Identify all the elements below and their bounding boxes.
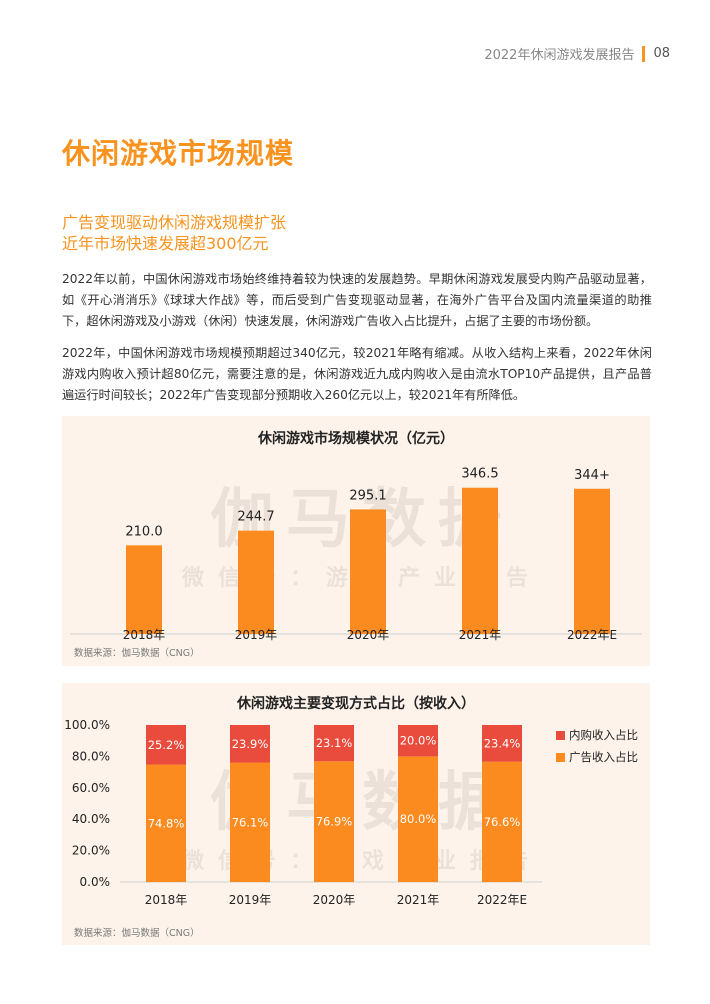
bar-1: [126, 545, 162, 634]
report-title: 2022年休闲游戏发展报告: [484, 48, 635, 63]
ad-share-bar-3: [314, 761, 354, 882]
paragraph-2: 2022年，中国休闲游戏市场规模预期超过340亿元，较2021年略有缩减。从收入…: [62, 346, 652, 402]
bar-value-label: 344+: [574, 468, 610, 483]
ad-share-label: 76.1%: [232, 815, 269, 829]
inapp-share-bar-2: [230, 725, 270, 763]
header-divider: [642, 45, 646, 62]
y-tick-label: 40.0%: [72, 812, 110, 826]
bar-3: [350, 509, 386, 634]
y-tick-label: 100.0%: [64, 718, 110, 732]
bar-value-label: 346.5: [461, 467, 498, 482]
x-tick-label: 2022年E: [477, 893, 527, 907]
ad-share-label: 76.9%: [316, 815, 353, 829]
legend-label: 内购收入占比: [569, 728, 638, 742]
x-tick-label: 2018年: [123, 628, 166, 642]
x-tick-label: 2021年: [397, 893, 440, 907]
inapp-share-label: 23.4%: [484, 736, 521, 750]
inapp-share-label: 23.9%: [232, 737, 269, 751]
data-source: 数据来源：伽马数据（CNG）: [74, 648, 200, 659]
subtitle-line-1: 广告变现驱动休闲游戏规模扩张: [62, 213, 287, 232]
x-tick-label: 2018年: [145, 893, 188, 907]
bar-5: [574, 488, 610, 634]
ad-share-label: 80.0%: [400, 812, 437, 826]
inapp-share-bar-5: [482, 725, 522, 762]
x-tick-label: 2020年: [313, 893, 356, 907]
x-tick-label: 2019年: [235, 628, 278, 642]
y-tick-label: 60.0%: [72, 781, 110, 795]
page-header: 2022年休闲游戏发展报告 08: [484, 44, 670, 63]
legend-label: 广告收入占比: [569, 750, 638, 764]
y-tick-label: 80.0%: [72, 749, 110, 763]
section-subtitle: 广告变现驱动休闲游戏规模扩张 近年市场快速发展超300亿元: [62, 212, 286, 254]
x-tick-label: 2019年: [229, 893, 272, 907]
monetization-share-chart: 伽马数据 微信号：游戏产业报告 休闲游戏主要变现方式占比（按收入） 0.0% 20…: [62, 683, 650, 945]
chart-title: 休闲游戏市场规模状况（亿元）: [258, 431, 454, 447]
inapp-share-bar-1: [146, 725, 186, 765]
bar-value-label: 210.0: [125, 524, 162, 539]
page-title: 休闲游戏市场规模: [62, 137, 295, 170]
legend-swatch: [556, 731, 565, 740]
page-number: 08: [653, 46, 670, 61]
bar-2: [238, 530, 274, 634]
bar-value-label: 244.7: [237, 510, 274, 525]
data-source: 数据来源：伽马数据（CNG）: [74, 928, 200, 939]
x-tick-label: 2020年: [347, 628, 390, 642]
ad-share-bar-5: [482, 761, 522, 882]
monetization-share-plot: 0.0% 20.0% 40.0% 60.0% 80.0% 100.0% 25.2% 74.8%…: [64, 718, 638, 907]
market-size-chart: 伽马数据 微信号：游戏产业报告 休闲游戏市场规模状况（亿元） 210.02018…: [62, 416, 650, 666]
market-size-plot: 210.0 2018年 244.7 2019年 295.1 2020年 346.5 2021年…: [70, 467, 642, 642]
inapp-share-label: 20.0%: [400, 734, 437, 748]
inapp-share-bar-4: [398, 725, 438, 757]
ad-share-label: 76.6%: [484, 815, 521, 829]
chart-title: 休闲游戏主要变现方式占比（按收入）: [237, 696, 475, 712]
bar-value-label: 295.1: [349, 488, 386, 503]
ad-share-bar-1: [146, 764, 186, 882]
bar-4: [462, 487, 498, 634]
subtitle-line-2: 近年市场快速发展超300亿元: [62, 234, 269, 253]
y-tick-label: 0.0%: [80, 875, 111, 889]
inapp-share-label: 23.1%: [316, 736, 353, 750]
y-tick-label: 20.0%: [72, 844, 110, 858]
paragraph-1: 2022年以前，中国休闲游戏市场始终维持着较为快速的发展趋势。早期休闲游戏发展受…: [62, 272, 652, 328]
inapp-share-label: 25.2%: [148, 738, 185, 752]
legend-swatch: [556, 753, 565, 762]
ad-share-bar-2: [230, 762, 270, 882]
ad-share-bar-4: [398, 756, 438, 882]
x-tick-label: 2021年: [459, 628, 502, 642]
inapp-share-bar-3: [314, 725, 354, 762]
ad-share-label: 74.8%: [148, 816, 185, 830]
x-tick-label: 2022年E: [567, 628, 617, 642]
